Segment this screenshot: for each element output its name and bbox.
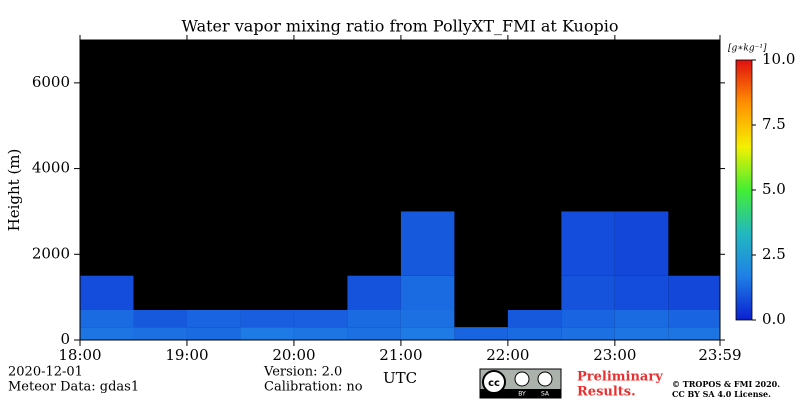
date: 2020-12-01 [8,365,83,380]
colorbar-tick-label: 5.0 [762,180,786,198]
colorbar-label: [g∗kg⁻¹] [728,44,767,54]
badge-by-icon [514,371,530,387]
x-tick-label: 23:00 [593,346,636,364]
x-tick-label: 19:00 [165,346,208,364]
license: CC BY SA 4.0 License. [672,389,771,399]
cell [454,327,508,340]
cell [347,327,401,340]
colorbar-tick-label: 7.5 [762,115,786,133]
badge-sa: SA [541,391,550,398]
cell [293,310,348,328]
cell [400,327,455,340]
copyright: © TROPOS & FMI 2020. [672,379,780,389]
badge-sa-icon [537,371,553,387]
badge-strip [480,389,561,398]
cell [400,275,455,310]
colorbar-tick-label: 10.0 [762,50,795,68]
y-tick-label: 0 [60,330,70,348]
cell [80,310,134,328]
cell [347,310,401,328]
plot-frame [79,39,721,341]
x-tick-label: 18:00 [58,346,101,364]
cell [186,327,241,340]
cell [400,211,455,276]
cell [240,310,294,328]
cell [561,327,615,340]
y-tick-label: 4000 [32,159,70,177]
cell [80,275,134,310]
cell [133,310,187,328]
y-tick-label: 2000 [32,244,70,262]
y-tick-label: 6000 [32,73,70,91]
cell [561,310,615,328]
x-axis-label: UTC [383,369,417,387]
cell [507,327,562,340]
cell [561,211,615,276]
cell [80,327,134,340]
meteor-data: Meteor Data: gdas1 [8,380,139,395]
y-axis-label: Height (m) [5,149,23,232]
x-tick-label: 22:00 [486,346,529,364]
colorbar-tick-label: 0.0 [762,310,786,328]
cell [240,327,294,340]
cell [507,310,562,328]
x-tick-label: 21:00 [379,346,422,364]
calibration: Calibration: no [264,380,363,395]
preliminary: Results. [577,385,636,400]
cell [561,275,615,310]
cell [614,275,669,310]
x-tick-label: 23:59 [698,346,741,364]
cell [614,211,669,276]
colorbar [735,59,753,321]
badge-cc: cc [488,378,500,389]
cell [133,327,187,340]
cell [668,310,720,328]
x-tick-label: 20:00 [272,346,315,364]
cell [668,327,720,340]
cell [293,327,348,340]
cell [614,327,669,340]
cell [186,310,241,328]
cell [347,275,401,310]
badge-by: BY [518,391,526,398]
cell [668,275,720,310]
chart-title: Water vapor mixing ratio from PollyXT_FM… [182,17,619,36]
license-badge: cc BY SA [479,368,562,399]
preliminary: Preliminary [577,370,663,385]
badge-cc-circle [482,370,506,394]
cell [614,310,669,328]
colorbar-tick-label: 2.5 [762,245,786,263]
version: Version: 2.0 [263,365,342,380]
cell [400,310,455,328]
